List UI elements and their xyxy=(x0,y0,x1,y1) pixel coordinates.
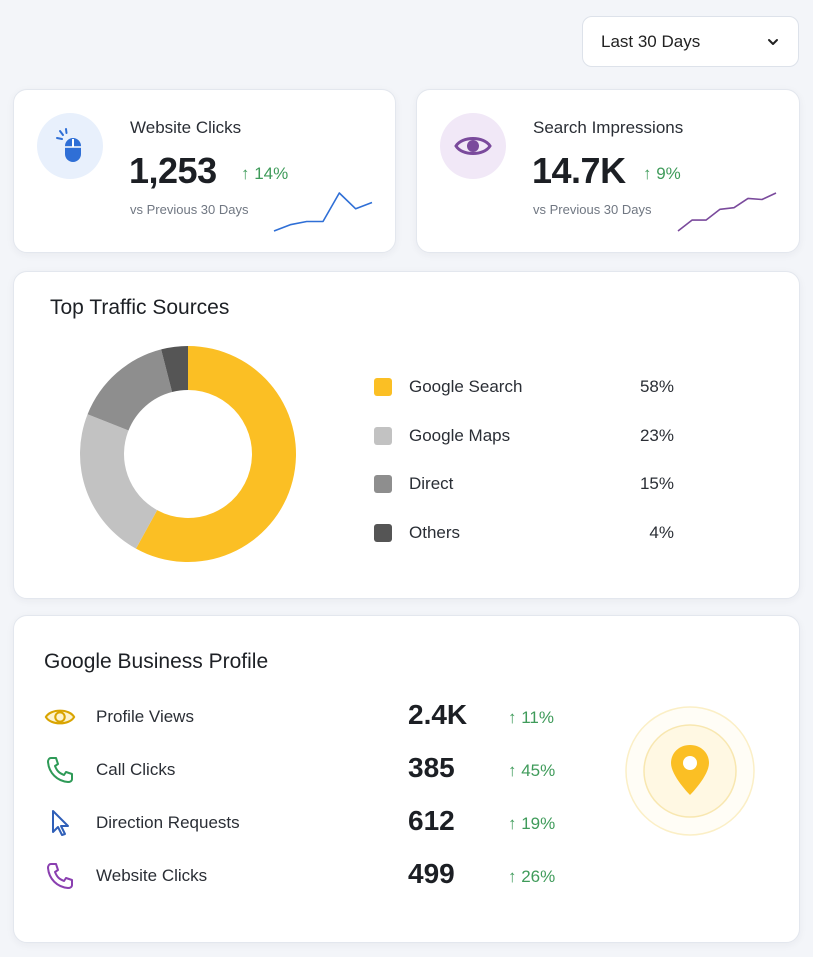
metric-label: Website Clicks xyxy=(96,866,208,885)
metric-row-direction-requests: Direction Requests 612 ↑ 19% xyxy=(44,803,584,843)
metric-change: ↑ 45% xyxy=(508,761,556,780)
donut-slice-google-maps xyxy=(80,414,158,549)
donut-slice-others xyxy=(161,346,188,393)
legend-value: 4% xyxy=(649,523,674,542)
phone-icon xyxy=(44,754,76,786)
cursor-icon xyxy=(44,807,76,839)
metric-label: Direction Requests xyxy=(96,813,240,832)
eye-icon xyxy=(454,137,492,155)
metric-row-call-clicks: Call Clicks 385 ↑ 45% xyxy=(44,750,584,790)
kpi-title: Search Impressions xyxy=(533,118,684,137)
kpi-card-website-clicks: Website Clicks 1,253 ↑ 14% vs Previous 3… xyxy=(13,89,396,253)
legend-swatch xyxy=(374,475,392,493)
kpi-change: ↑ 14% xyxy=(241,164,289,183)
kpi-subtitle: vs Previous 30 Days xyxy=(533,202,652,217)
donut-slice-direct xyxy=(87,349,173,431)
kpi-value: 1,253 xyxy=(129,150,217,191)
sparkline-path xyxy=(677,192,777,232)
map-pin-icon xyxy=(625,706,755,836)
chevron-down-icon xyxy=(768,38,778,45)
business-profile-card: Google Business Profile Profile Views 2.… xyxy=(13,615,800,943)
section-title: Google Business Profile xyxy=(44,650,269,673)
legend-value: 15% xyxy=(639,474,674,493)
legend-label: Google Search xyxy=(409,377,523,396)
metric-change: ↑ 19% xyxy=(508,814,556,833)
metric-label: Call Clicks xyxy=(96,760,176,779)
metric-change: ↑ 11% xyxy=(508,708,554,727)
date-range-value: Last 30 Days xyxy=(601,31,701,51)
kpi-value: 14.7K xyxy=(532,150,626,191)
metric-value: 499 xyxy=(408,858,455,889)
metric-value: 612 xyxy=(408,805,455,836)
legend-item: Google Search 58% xyxy=(374,374,674,400)
legend-value: 23% xyxy=(639,426,674,445)
date-range-select[interactable]: Last 30 Days xyxy=(582,16,799,67)
sparkline-path xyxy=(273,192,373,232)
eye-icon xyxy=(44,701,76,733)
metric-value: 385 xyxy=(408,752,455,783)
kpi-change: ↑ 9% xyxy=(643,164,681,183)
traffic-sources-card: Top Traffic Sources Google Search 58% Go… xyxy=(13,271,800,599)
legend-swatch xyxy=(374,427,392,445)
sparkline-chart xyxy=(677,192,777,232)
metric-row-website-clicks: Website Clicks 499 ↑ 26% xyxy=(44,856,584,896)
legend-item: Direct 15% xyxy=(374,471,674,497)
section-title: Top Traffic Sources xyxy=(50,296,230,319)
donut-slice-google-search xyxy=(135,346,296,562)
metric-label: Profile Views xyxy=(96,707,194,726)
mouse-icon xyxy=(56,128,81,162)
legend-value: 58% xyxy=(639,377,674,396)
kpi-title: Website Clicks xyxy=(130,118,242,137)
metric-value: 2.4K xyxy=(408,699,468,730)
sparkline-chart xyxy=(273,192,373,232)
metric-row-profile-views: Profile Views 2.4K ↑ 11% xyxy=(44,697,584,737)
legend-label: Google Maps xyxy=(409,426,511,445)
phone-icon xyxy=(44,860,76,892)
metric-change: ↑ 26% xyxy=(508,867,556,886)
kpi-icon-badge xyxy=(37,113,103,179)
kpi-icon-badge xyxy=(440,113,506,179)
legend-item: Google Maps 23% xyxy=(374,423,674,449)
legend-label: Direct xyxy=(409,474,454,493)
kpi-card-search-impressions: Search Impressions 14.7K ↑ 9% vs Previou… xyxy=(416,89,800,253)
legend-swatch xyxy=(374,524,392,542)
legend-label: Others xyxy=(409,523,461,542)
kpi-subtitle: vs Previous 30 Days xyxy=(130,202,249,217)
legend-item: Others 4% xyxy=(374,520,674,546)
legend-swatch xyxy=(374,378,392,396)
traffic-donut-chart xyxy=(80,346,296,562)
